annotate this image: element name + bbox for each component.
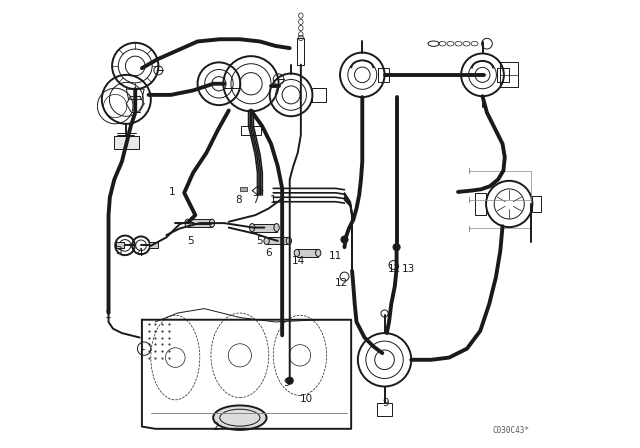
Circle shape: [393, 244, 400, 251]
Ellipse shape: [185, 219, 190, 227]
Text: 1: 1: [270, 194, 276, 205]
Bar: [497, 68, 509, 82]
Text: 5: 5: [257, 236, 263, 246]
Text: 1: 1: [105, 310, 112, 320]
Ellipse shape: [264, 237, 269, 245]
Bar: [532, 196, 541, 212]
Text: 5: 5: [188, 236, 194, 246]
Bar: [148, 242, 158, 249]
Bar: [267, 237, 289, 245]
Text: 7: 7: [252, 194, 259, 205]
Ellipse shape: [209, 219, 214, 227]
Text: 14: 14: [292, 255, 305, 266]
Bar: [114, 136, 139, 149]
Text: 9: 9: [383, 398, 389, 408]
Text: C030C43*: C030C43*: [492, 426, 529, 435]
Text: 4: 4: [136, 248, 143, 258]
Text: 2: 2: [212, 422, 219, 431]
Ellipse shape: [294, 250, 300, 257]
Text: 12: 12: [335, 278, 348, 288]
Ellipse shape: [213, 405, 267, 430]
Bar: [475, 193, 486, 215]
Text: 3: 3: [115, 246, 122, 256]
Bar: [377, 403, 392, 416]
Bar: [312, 88, 326, 102]
Bar: [298, 38, 305, 65]
Text: 12: 12: [388, 264, 401, 275]
Circle shape: [286, 377, 293, 384]
Text: 6: 6: [266, 248, 272, 258]
Text: 1: 1: [169, 187, 175, 197]
Bar: [241, 126, 260, 135]
Bar: [116, 242, 124, 249]
Ellipse shape: [316, 250, 321, 257]
Bar: [252, 224, 276, 232]
Bar: [500, 62, 518, 87]
Ellipse shape: [250, 224, 255, 232]
Bar: [378, 68, 389, 82]
Text: 10: 10: [300, 393, 313, 404]
Bar: [188, 219, 212, 227]
Bar: [240, 187, 247, 191]
Text: 9: 9: [284, 379, 290, 388]
Text: 11: 11: [329, 251, 342, 261]
Text: 8: 8: [236, 194, 243, 205]
Ellipse shape: [274, 224, 279, 232]
Circle shape: [341, 236, 348, 243]
Text: 13: 13: [401, 264, 415, 275]
Ellipse shape: [286, 237, 291, 245]
Bar: [297, 250, 318, 257]
